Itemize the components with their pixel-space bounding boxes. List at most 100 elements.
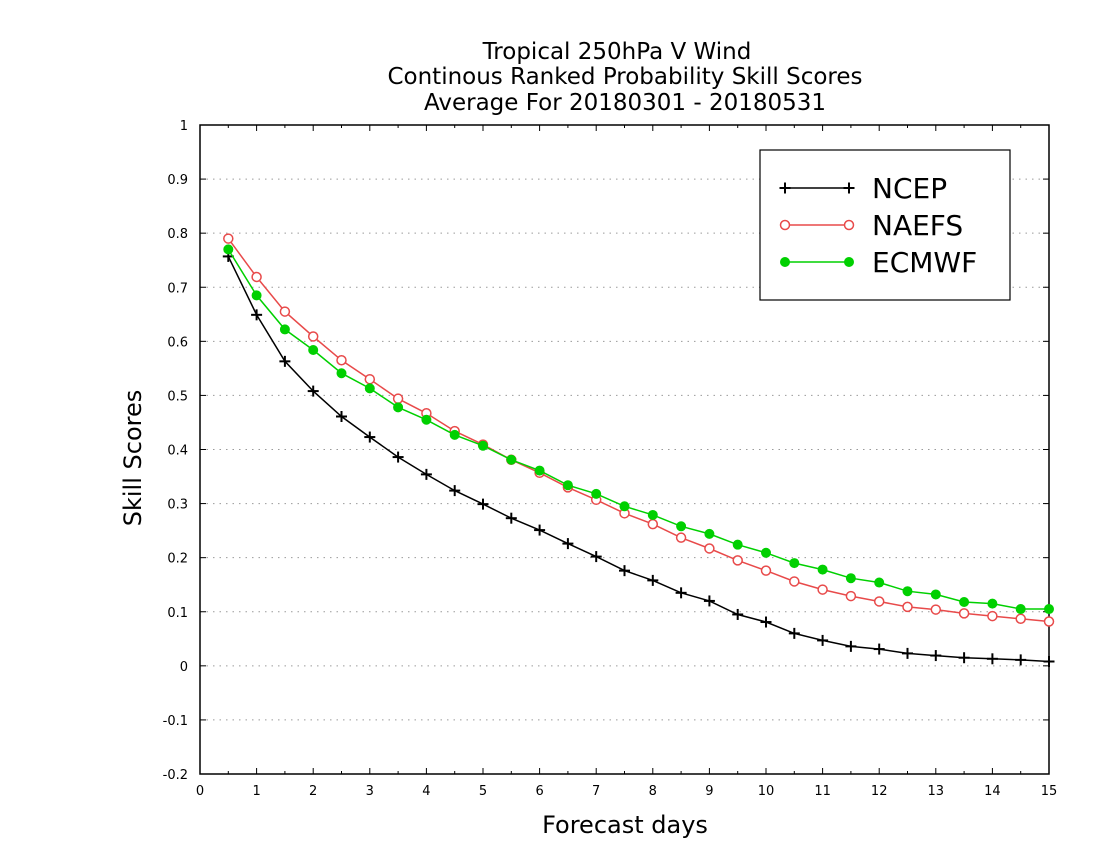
data-point [843,219,855,231]
y-tick-label: 0.1 [167,606,188,621]
x-tick-label: 8 [649,784,657,799]
data-point [732,555,743,566]
legend: NCEP NAEFS ECMWF [759,149,1011,301]
y-tick-label: 0.5 [167,389,188,404]
axis-ticks: -0.2-0.100.10.20.30.40.50.60.70.80.910 1 2… [163,119,1058,799]
series-line [227,256,1050,663]
data-point [703,595,715,607]
y-tick-label: 0.6 [167,335,188,350]
data-point [676,521,687,532]
chart-title: Tropical 250hPa V Wind Continous Ranked … [387,39,862,116]
data-point [562,480,573,491]
x-tick-label: 9 [705,784,713,799]
data-point [780,257,790,267]
data-point [845,590,857,602]
series-ncep [222,250,1055,668]
data-point [874,577,885,588]
legend-item-ecmwf: ECMWF [780,246,977,279]
data-point [477,498,489,510]
data-point [817,584,828,595]
data-point [873,643,885,655]
y-tick-label: 0.4 [167,444,188,459]
data-point [619,501,630,512]
data-point [845,640,857,652]
data-point [788,627,800,639]
data-point [506,454,517,465]
data-point [902,601,913,613]
data-point [1015,613,1026,625]
data-point [844,257,854,267]
data-point [958,652,970,664]
data-point [307,385,319,397]
y-tick-label: 0.7 [167,281,188,296]
data-point [959,597,970,608]
x-tick-label: 13 [928,784,945,799]
x-tick-label: 7 [592,784,600,799]
x-tick-label: 0 [196,784,204,799]
data-point [307,331,319,342]
data-point [779,219,791,231]
data-point [987,610,998,622]
y-tick-label: 0.8 [167,227,188,242]
data-point [987,598,998,609]
y-tick-label: 0.9 [167,173,188,188]
data-point [393,402,404,413]
data-point [986,653,998,665]
data-point [591,488,602,499]
data-point [930,650,942,662]
data-point [760,565,772,576]
data-point [873,596,885,607]
data-point [902,647,913,659]
data-point [647,509,658,520]
data-point [958,608,970,619]
data-point [562,538,574,550]
y-axis-title: Skill Scores [119,390,147,527]
data-point [336,411,347,423]
data-point [534,524,546,536]
legend-label: ECMWF [872,246,977,279]
data-point [251,290,262,301]
legend-item-naefs: NAEFS [779,209,963,242]
data-point [478,440,488,451]
legend-item-ncep: NCEP [779,172,947,205]
data-point [817,564,828,575]
data-point [843,182,855,194]
x-tick-label: 15 [1041,784,1058,799]
data-point [732,608,744,620]
legend-label: NAEFS [872,209,963,242]
data-point [590,551,602,563]
data-point [308,344,319,355]
data-point [647,518,659,530]
x-tick-label: 1 [252,784,260,799]
data-point [760,616,772,628]
y-tick-label: 1 [180,119,188,134]
y-tick-label: 0.2 [167,552,188,567]
data-point [1044,604,1054,615]
data-point [732,539,743,550]
data-point [930,604,942,615]
x-tick-label: 6 [535,784,543,799]
data-point [364,431,376,443]
data-point [449,485,461,497]
data-point [902,586,913,597]
chart-title-line-3: Average For 20180301 - 20180531 [424,90,826,116]
x-tick-label: 10 [758,784,775,799]
data-point [223,233,234,244]
data-point [364,373,376,385]
x-tick-label: 12 [871,784,888,799]
series-ecmwf [223,244,1054,615]
data-point [761,547,771,558]
x-axis-title: Forecast days [542,811,708,839]
data-point [789,558,800,569]
data-point [675,587,687,599]
data-point [789,576,800,587]
data-point [392,451,404,463]
x-tick-label: 5 [479,784,487,799]
data-point [704,528,715,539]
y-tick-label: -0.2 [163,768,188,783]
data-point [251,271,262,283]
y-tick-label: 0.3 [167,498,188,513]
data-point [930,589,941,600]
data-point [420,468,432,480]
